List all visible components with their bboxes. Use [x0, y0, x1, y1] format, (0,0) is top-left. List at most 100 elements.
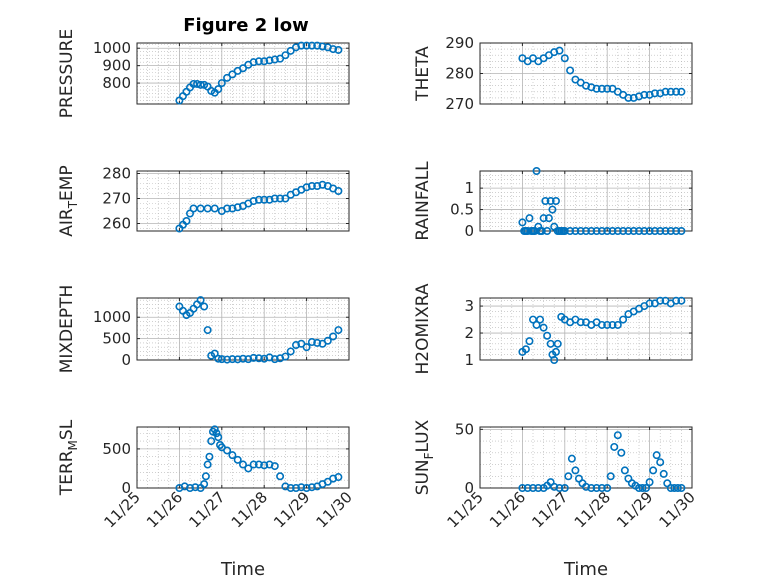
data-point: [672, 227, 681, 236]
data-point: [270, 55, 279, 64]
data-point: [323, 336, 332, 345]
data-point: [634, 227, 643, 236]
data-point: [217, 79, 226, 88]
data-point: [603, 227, 612, 236]
data-points: [175, 425, 343, 492]
data-point: [673, 483, 682, 492]
data-point: [613, 431, 622, 440]
y-axis-label: TERRMSL: [57, 419, 80, 496]
data-point: [650, 89, 659, 98]
data-point: [541, 197, 550, 206]
data-point: [223, 73, 232, 82]
data-point: [597, 227, 606, 236]
data-point: [592, 84, 601, 93]
data-point: [239, 354, 248, 363]
y-tick-label: 0.5: [450, 201, 474, 219]
data-point: [210, 425, 219, 434]
data-point: [645, 227, 654, 236]
axes-box: [136, 42, 350, 105]
data-point: [656, 458, 665, 467]
data-point: [307, 182, 316, 191]
data-point: [677, 483, 686, 492]
data-point: [276, 472, 285, 481]
data-point: [186, 483, 195, 492]
data-point: [560, 483, 569, 492]
data-point: [276, 194, 285, 203]
data-point: [555, 483, 564, 492]
y-tick-label: 1000: [93, 39, 131, 57]
data-points: [175, 296, 343, 364]
data-point: [543, 331, 552, 340]
data-point: [551, 197, 560, 206]
data-point: [223, 355, 232, 364]
data-point: [203, 326, 212, 335]
axes-box: [136, 297, 350, 361]
data-point: [624, 93, 633, 102]
y-tick-label: 260: [102, 215, 131, 233]
y-axis-label: SUNFLUX: [413, 419, 436, 495]
y-axis-label: H2OMIXRA: [413, 283, 433, 374]
data-point: [281, 352, 290, 361]
y-tick-label: 290: [445, 34, 474, 52]
data-point: [249, 197, 258, 206]
data-point: [652, 451, 661, 460]
data-point: [191, 483, 200, 492]
data-point: [210, 349, 219, 358]
data-point: [239, 64, 248, 73]
data-point: [672, 87, 681, 96]
data-point: [244, 355, 253, 364]
data-point: [555, 46, 564, 55]
subplot-rainfall: 0 0.5 1 RAINFALL: [413, 161, 693, 241]
data-point: [291, 483, 300, 492]
data-point: [233, 355, 242, 364]
data-point: [624, 227, 633, 236]
data-point: [228, 70, 237, 79]
data-point: [297, 339, 306, 348]
data-point: [329, 332, 338, 341]
y-tick-label: 1: [464, 179, 474, 197]
data-point: [265, 56, 274, 65]
data-point: [537, 227, 546, 236]
data-point: [617, 448, 626, 457]
data-point: [553, 339, 562, 348]
y-tick-label: 280: [102, 165, 131, 183]
data-point: [334, 187, 343, 196]
data-point: [656, 227, 665, 236]
data-points: [518, 167, 686, 236]
data-point: [254, 460, 263, 469]
data-point: [640, 227, 649, 236]
y-tick-label: 0: [464, 479, 474, 497]
y-tick-label: 900: [102, 57, 131, 75]
data-point: [603, 483, 612, 492]
data-points: [518, 46, 686, 102]
data-point: [228, 451, 237, 460]
data-point: [613, 227, 622, 236]
y-tick-label: 500: [102, 330, 131, 348]
data-point: [281, 194, 290, 203]
data-point: [606, 472, 615, 481]
data-point: [302, 41, 311, 50]
y-tick-label: 800: [102, 74, 131, 92]
data-point: [233, 455, 242, 464]
axes-box: [479, 426, 693, 489]
data-point: [610, 442, 619, 451]
data-point: [539, 214, 548, 223]
data-point: [536, 315, 545, 324]
data-point: [254, 354, 263, 363]
data-point: [217, 355, 226, 364]
data-point: [534, 483, 543, 492]
data-point: [550, 482, 559, 491]
data-point: [677, 227, 686, 236]
subplot-theta: 270 280 290 THETA: [413, 34, 693, 113]
data-point: [581, 482, 590, 491]
data-point: [260, 354, 269, 363]
data-point: [597, 320, 606, 329]
data-point: [228, 355, 237, 364]
axes-box: [479, 297, 693, 361]
data-point: [270, 355, 279, 364]
data-point: [629, 227, 638, 236]
y-tick-label: 3: [464, 297, 474, 315]
y-tick-label: 0: [121, 479, 131, 497]
